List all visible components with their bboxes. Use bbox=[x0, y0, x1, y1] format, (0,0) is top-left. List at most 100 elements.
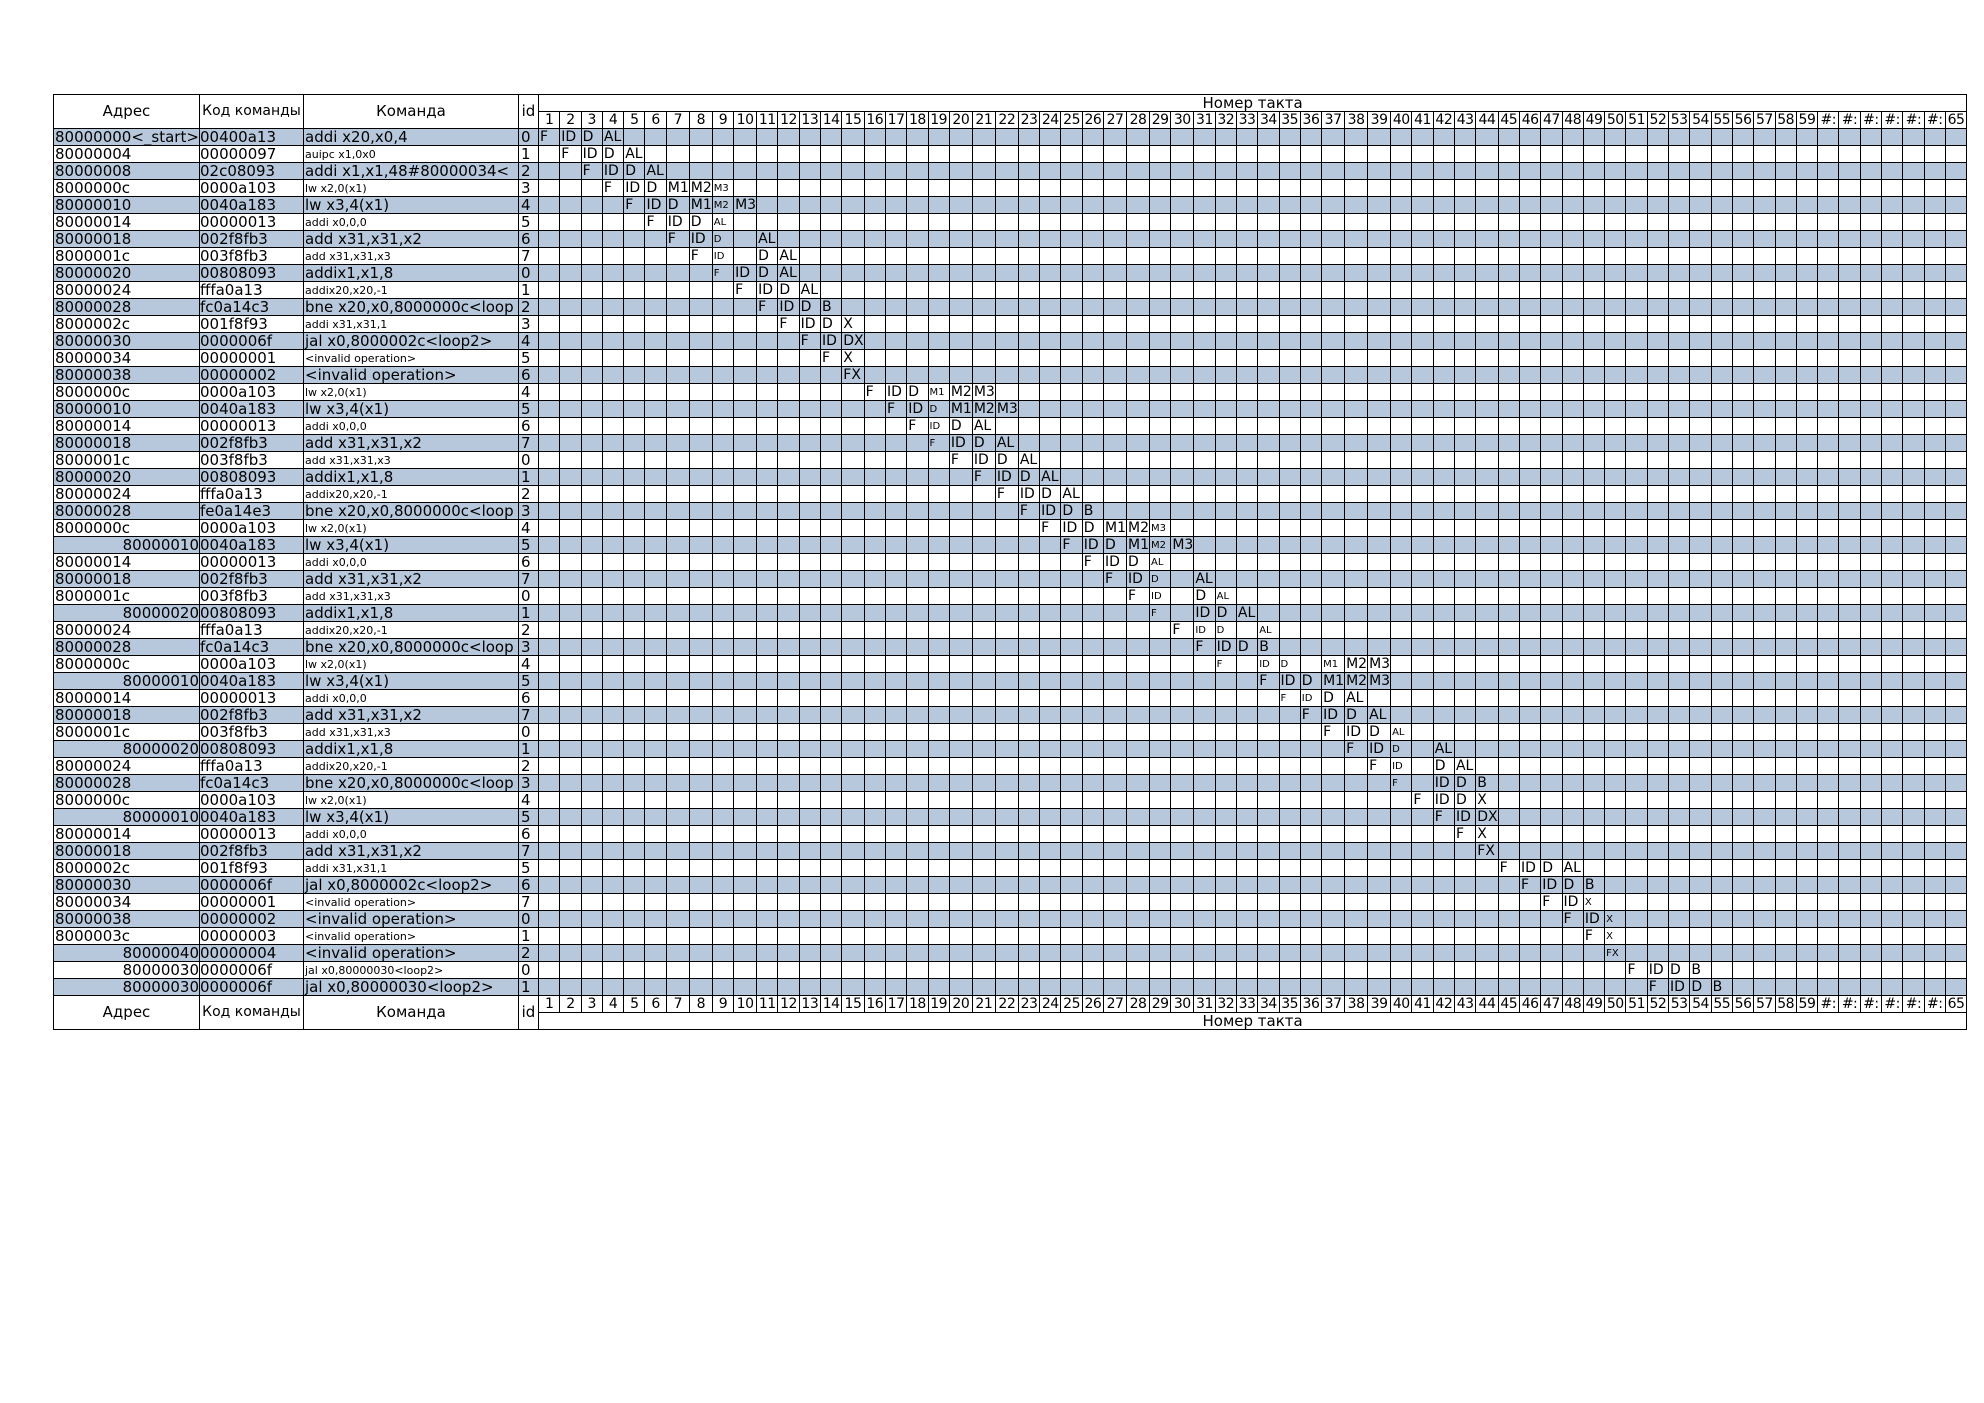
instruction-id: 4 bbox=[518, 791, 539, 809]
empty-cell bbox=[1060, 825, 1083, 843]
instruction-address: 80000024 bbox=[53, 621, 200, 639]
empty-cell bbox=[927, 468, 950, 486]
empty-cell bbox=[1257, 876, 1280, 894]
clock-tick: 18 bbox=[906, 111, 929, 129]
empty-cell bbox=[1817, 893, 1840, 911]
empty-cell bbox=[711, 366, 735, 384]
empty-cell bbox=[1039, 825, 1062, 843]
clock-tick: #: bbox=[1817, 111, 1840, 129]
empty-cell bbox=[1604, 162, 1627, 180]
empty-cell bbox=[1923, 757, 1946, 775]
empty-cell bbox=[1390, 400, 1413, 418]
empty-cell bbox=[1689, 655, 1712, 673]
empty-cell bbox=[1540, 791, 1563, 809]
empty-cell bbox=[1103, 128, 1128, 146]
empty-cell bbox=[1689, 757, 1712, 775]
instruction-command: <invalid operation> bbox=[303, 910, 519, 928]
empty-cell bbox=[819, 638, 843, 656]
instruction-id: 2 bbox=[518, 757, 539, 775]
empty-cell bbox=[1103, 145, 1128, 163]
empty-cell bbox=[1060, 842, 1083, 860]
empty-cell bbox=[1540, 587, 1563, 605]
empty-cell bbox=[580, 247, 603, 265]
empty-cell bbox=[756, 468, 779, 486]
empty-cell bbox=[841, 247, 865, 265]
empty-cell bbox=[777, 468, 800, 486]
pipeline-stage-cell: ID bbox=[971, 451, 996, 469]
empty-cell bbox=[1795, 825, 1819, 843]
empty-cell bbox=[1257, 230, 1280, 248]
empty-cell bbox=[1257, 264, 1280, 282]
empty-cell bbox=[756, 145, 779, 163]
empty-cell bbox=[537, 553, 561, 571]
empty-cell bbox=[1149, 961, 1172, 979]
empty-cell bbox=[711, 706, 735, 724]
empty-cell bbox=[819, 145, 843, 163]
empty-cell bbox=[1646, 162, 1670, 180]
empty-cell bbox=[1838, 689, 1861, 707]
empty-cell bbox=[1859, 366, 1883, 384]
empty-cell bbox=[1710, 774, 1733, 792]
empty-cell bbox=[777, 230, 800, 248]
empty-cell bbox=[1411, 859, 1434, 877]
empty-cell bbox=[1432, 485, 1455, 503]
empty-cell bbox=[798, 757, 821, 775]
empty-cell bbox=[1193, 876, 1216, 894]
empty-cell bbox=[1193, 927, 1216, 945]
empty-cell bbox=[863, 553, 886, 571]
empty-cell bbox=[1497, 740, 1520, 758]
empty-cell bbox=[1081, 128, 1105, 146]
empty-cell bbox=[884, 230, 908, 248]
empty-cell bbox=[1039, 570, 1062, 588]
empty-cell bbox=[1668, 740, 1691, 758]
empty-cell bbox=[819, 281, 843, 299]
empty-cell bbox=[1367, 349, 1392, 367]
pipeline-stage-cell: M1 bbox=[665, 179, 690, 197]
instruction-id: 2 bbox=[518, 485, 539, 503]
empty-cell bbox=[1859, 247, 1883, 265]
empty-cell bbox=[623, 247, 646, 265]
empty-cell bbox=[1257, 196, 1280, 214]
empty-cell bbox=[1710, 621, 1733, 639]
empty-cell bbox=[1731, 400, 1755, 418]
empty-cell bbox=[644, 740, 667, 758]
empty-cell bbox=[1475, 689, 1499, 707]
empty-cell bbox=[1923, 740, 1946, 758]
empty-cell bbox=[1604, 536, 1627, 554]
empty-cell bbox=[1646, 196, 1670, 214]
empty-cell bbox=[863, 502, 886, 520]
empty-cell bbox=[711, 332, 735, 350]
empty-cell bbox=[1604, 655, 1627, 673]
empty-cell bbox=[644, 944, 667, 962]
instruction-address: 8000003c bbox=[53, 927, 200, 945]
empty-cell bbox=[1257, 298, 1280, 316]
empty-cell bbox=[601, 434, 625, 452]
empty-cell bbox=[1390, 587, 1413, 605]
empty-cell bbox=[601, 638, 625, 656]
empty-cell bbox=[906, 689, 929, 707]
empty-cell bbox=[1257, 927, 1280, 945]
empty-cell bbox=[1561, 502, 1584, 520]
empty-cell bbox=[1432, 332, 1455, 350]
empty-cell bbox=[1453, 876, 1477, 894]
empty-cell bbox=[1214, 961, 1237, 979]
empty-cell bbox=[1753, 383, 1776, 401]
pipeline-stage-cell: D bbox=[623, 162, 646, 180]
empty-cell bbox=[841, 808, 865, 826]
empty-cell bbox=[1604, 434, 1627, 452]
empty-cell bbox=[1126, 927, 1151, 945]
empty-cell bbox=[1561, 434, 1584, 452]
pipeline-stage-cell: ID bbox=[688, 230, 713, 248]
empty-cell bbox=[1321, 230, 1346, 248]
empty-cell bbox=[884, 621, 908, 639]
empty-cell bbox=[948, 298, 973, 316]
empty-cell bbox=[1432, 315, 1455, 333]
empty-cell bbox=[1060, 723, 1083, 741]
instruction-address: 80000034 bbox=[53, 349, 200, 367]
empty-cell bbox=[537, 536, 561, 554]
empty-cell bbox=[665, 978, 690, 996]
instruction-id: 4 bbox=[518, 383, 539, 401]
empty-cell bbox=[927, 910, 950, 928]
empty-cell bbox=[1475, 638, 1499, 656]
empty-cell bbox=[1453, 485, 1477, 503]
